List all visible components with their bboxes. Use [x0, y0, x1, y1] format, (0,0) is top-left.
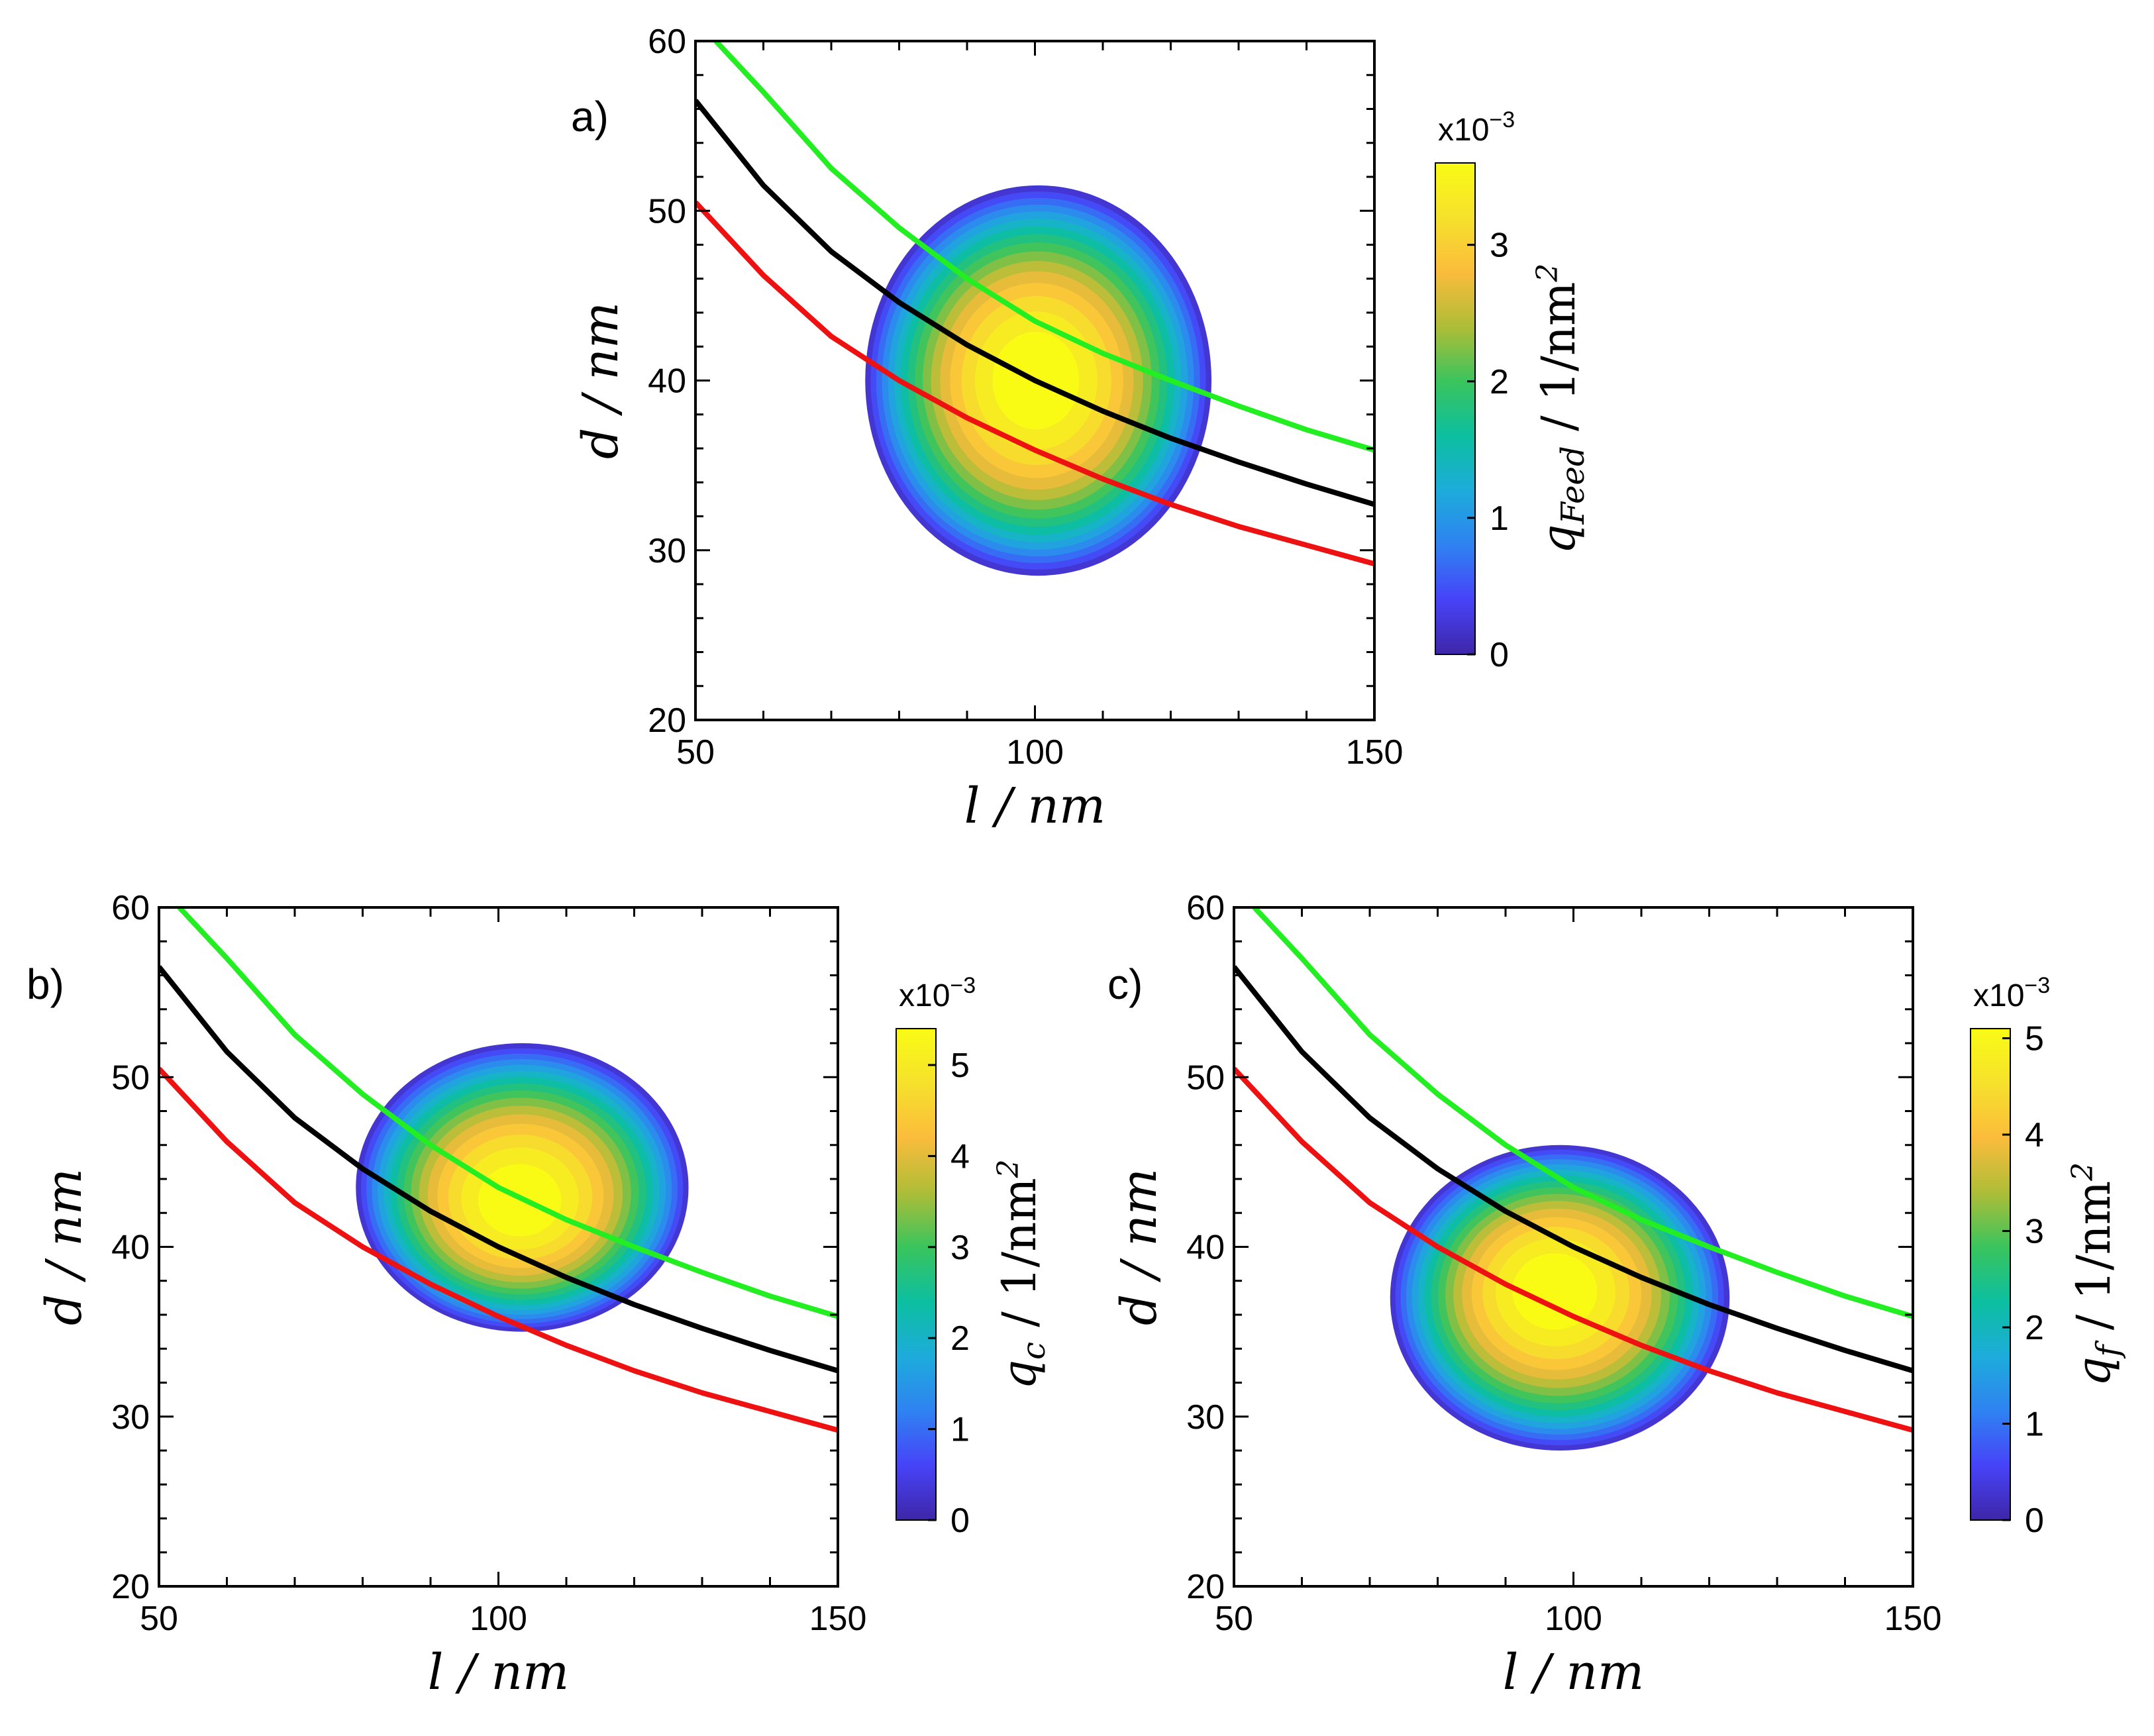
series-black [695, 99, 1374, 507]
density-distribution [356, 1043, 689, 1332]
colorbar-tick-label: 3 [950, 1229, 970, 1267]
series-green [713, 41, 1374, 453]
y-tick-label: 50 [1186, 1058, 1225, 1097]
y-tick-label: 20 [1186, 1568, 1225, 1606]
ticks [1233, 906, 1914, 1588]
series-green [1252, 907, 1913, 1319]
panel-label: b) [26, 960, 64, 1008]
density-distribution [1390, 1145, 1730, 1451]
colorbar-tick-label: 4 [950, 1137, 970, 1176]
y-axis-label: d / nm [1111, 1168, 1168, 1325]
colorbar: 0 1 2 3 4 5 x10−3 qc / 1/nm2 [896, 973, 1052, 1540]
y-axis-label: d / nm [36, 1168, 93, 1325]
x-tick-label: 50 [1215, 1600, 1253, 1638]
colorbar-gradient [896, 1028, 937, 1521]
x-axis-label: l / nm [964, 778, 1105, 835]
series-red [159, 1066, 838, 1433]
y-tick-label: 20 [111, 1568, 150, 1606]
x-tick-label: 100 [1545, 1600, 1602, 1638]
y-tick-label: 40 [1186, 1229, 1225, 1267]
y-tick-label: 30 [1186, 1398, 1225, 1437]
x-axis-label: l / nm [1503, 1644, 1644, 1701]
panel-label: a) [571, 93, 609, 140]
x-tick-label: 50 [676, 733, 715, 772]
colorbar-label: qc / 1/nm2 [992, 1159, 1052, 1389]
colorbar-tick-label: 3 [2025, 1213, 2044, 1251]
colorbar-exponent: x10−3 [1973, 973, 2050, 1013]
colorbar-gradient [1970, 1028, 2011, 1521]
colorbar-exponent: x10−3 [1438, 107, 1515, 148]
y-tick-label: 40 [648, 362, 686, 401]
x-axis-label: l / nm [428, 1644, 569, 1701]
x-tick-label: 150 [1884, 1600, 1942, 1638]
panel-label: c) [1107, 960, 1143, 1008]
colorbar-tick-label: 0 [2025, 1502, 2044, 1540]
colorbar-tick-label: 1 [1490, 499, 1509, 538]
colorbar-gradient [1435, 162, 1476, 655]
series-black [159, 965, 838, 1374]
y-tick-label: 50 [111, 1058, 150, 1097]
colorbar: 0 1 2 3 x10−3 qFeed / 1/nm2 [1435, 107, 1592, 674]
y-tick-label: 60 [111, 889, 150, 927]
panel-0: 50 100 150 20 30 40 50 60 l / nm d / nm a) 0 1 2 3 x10−… [571, 23, 1592, 835]
y-tick-label: 20 [648, 701, 686, 740]
x-tick-label: 150 [809, 1600, 867, 1638]
ticks [158, 906, 839, 1588]
y-tick-label: 30 [111, 1398, 150, 1437]
y-tick-label: 50 [648, 192, 686, 230]
series-green [177, 907, 838, 1319]
x-tick-label: 100 [1006, 733, 1064, 772]
colorbar-tick-label: 2 [2025, 1309, 2044, 1347]
colorbar-tick-label: 3 [1490, 227, 1509, 265]
colorbar-tick-label: 1 [2025, 1405, 2044, 1444]
series-red [695, 200, 1374, 567]
colorbar-tick-label: 0 [1490, 636, 1509, 674]
colorbar-exponent: x10−3 [899, 973, 976, 1013]
density-level [1512, 1253, 1598, 1330]
y-tick-label: 60 [648, 23, 686, 61]
colorbar-tick-label: 0 [950, 1502, 970, 1540]
x-tick-label: 100 [470, 1600, 527, 1638]
colorbar-tick-label: 5 [950, 1047, 970, 1085]
x-tick-label: 150 [1346, 733, 1404, 772]
colorbar-tick-label: 5 [2025, 1020, 2044, 1058]
colorbar-tick-label: 1 [950, 1411, 970, 1449]
density-distribution [865, 185, 1211, 576]
colorbar-label: qf / 1/nm2 [2066, 1162, 2127, 1386]
colorbar-tick-label: 4 [2025, 1116, 2044, 1154]
series-red [1234, 1066, 1913, 1433]
colorbar-tick-label: 2 [950, 1319, 970, 1358]
colorbar-tick-label: 2 [1490, 363, 1509, 401]
y-axis-label: d / nm [572, 302, 629, 459]
ticks [694, 40, 1376, 721]
panel-2: 50 100 150 20 30 40 50 60 l / nm d / nm c) 0 1 2 3 4 5 x1… [1107, 889, 2127, 1701]
panel-1: 50 100 150 20 30 40 50 60 l / nm d / nm b) 0 1 2 3 4 5 x1… [26, 889, 1052, 1701]
x-tick-label: 50 [140, 1600, 178, 1638]
colorbar-label: qFeed / 1/nm2 [1531, 264, 1592, 554]
y-tick-label: 30 [648, 532, 686, 570]
y-tick-label: 40 [111, 1229, 150, 1267]
series-black [1234, 965, 1913, 1374]
y-tick-label: 60 [1186, 889, 1225, 927]
colorbar: 0 1 2 3 4 5 x10−3 qf / 1/nm2 [1970, 973, 2127, 1540]
